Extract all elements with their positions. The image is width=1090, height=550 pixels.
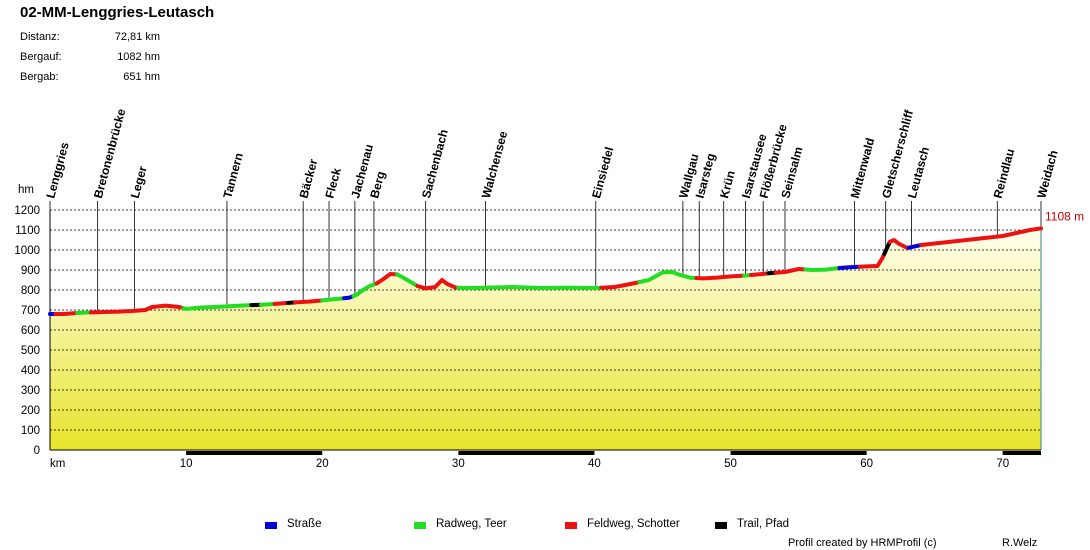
legend-label-trail: Trail, Pfad bbox=[737, 518, 789, 530]
chart-title: 02-MM-Lenggries-Leutasch bbox=[20, 4, 215, 21]
x-tick-label-10: 10 bbox=[180, 458, 193, 470]
route-segment-18 bbox=[599, 280, 642, 290]
route-segment-4 bbox=[150, 303, 186, 311]
route-segment-26 bbox=[837, 264, 862, 270]
legend-label-feldweg: Feldweg, Schotter bbox=[587, 518, 680, 530]
route-segment-31 bbox=[919, 226, 1043, 247]
route-segment-2 bbox=[75, 310, 93, 315]
waypoint-label-9: Walchensee bbox=[479, 129, 510, 200]
route-segment-3 bbox=[88, 305, 155, 315]
y-tick-label-0: 0 bbox=[34, 445, 40, 457]
route-segment-30 bbox=[906, 243, 924, 250]
elevation-area bbox=[50, 228, 1041, 450]
waypoint-label-20: Reindlau bbox=[991, 147, 1018, 200]
route-segment-27 bbox=[857, 252, 887, 269]
waypoint-label-5: Fleck bbox=[322, 166, 344, 200]
x-tick-label-20: 20 bbox=[316, 458, 329, 470]
route-segment-8 bbox=[272, 300, 291, 306]
route-segment-13 bbox=[351, 281, 379, 298]
footer-credit: Profil created by HRMProfil (c) bbox=[788, 537, 937, 549]
legend-label-radweg: Radweg, Teer bbox=[436, 518, 507, 530]
route-segment-24 bbox=[773, 267, 808, 275]
km-scale-segment-10 bbox=[186, 451, 323, 455]
legend-swatch-feldweg bbox=[565, 522, 577, 529]
end-elevation-label: 1108 m bbox=[1045, 209, 1084, 223]
waypoint-label-21: Weidach bbox=[1034, 149, 1060, 200]
waypoint-label-17: Mittenwald bbox=[848, 136, 878, 200]
stat-descent-label: Bergab: bbox=[20, 71, 59, 83]
route-segment-15 bbox=[395, 272, 420, 288]
y-axis-label: hm bbox=[18, 184, 34, 196]
x-tick-label-40: 40 bbox=[588, 458, 601, 470]
y-tick-label-700: 700 bbox=[21, 305, 40, 317]
route-segment-28 bbox=[882, 240, 892, 256]
km-scale-segment-70 bbox=[1002, 451, 1041, 455]
legend-swatch-strasse bbox=[265, 522, 277, 529]
y-tick-label-800: 800 bbox=[21, 285, 40, 297]
stat-ascent-label: Bergauf: bbox=[20, 51, 62, 63]
y-tick-label-900: 900 bbox=[21, 265, 40, 277]
route-segment-1 bbox=[53, 311, 80, 316]
waypoint-label-10: Einsiedel bbox=[589, 145, 616, 200]
route-segment-17 bbox=[456, 285, 604, 290]
y-tick-label-100: 100 bbox=[21, 425, 40, 437]
y-tick-label-300: 300 bbox=[21, 385, 40, 397]
legend-label-strasse: Straße bbox=[287, 518, 322, 530]
route-segment-5 bbox=[181, 303, 254, 311]
y-tick-label-500: 500 bbox=[21, 345, 40, 357]
waypoint-label-19: Leutasch bbox=[905, 145, 932, 200]
route-segment-14 bbox=[374, 272, 400, 286]
km-scale-segment-50 bbox=[730, 451, 867, 455]
stat-ascent-value: 1082 hm bbox=[117, 51, 160, 63]
route-segment-10 bbox=[293, 298, 325, 305]
footer-author: R.Welz bbox=[1002, 537, 1038, 549]
waypoint-label-4: Bäcker bbox=[297, 157, 321, 200]
route-segment-7 bbox=[259, 301, 277, 307]
x-tick-label-50: 50 bbox=[724, 458, 737, 470]
y-tick-label-1000: 1000 bbox=[14, 245, 40, 257]
stat-descent-value: 651 hm bbox=[123, 71, 160, 83]
route-segment-25 bbox=[803, 266, 842, 272]
waypoint-label-3: Tannern bbox=[220, 151, 246, 199]
waypoint-label-1: Bretonenbrücke bbox=[91, 107, 128, 200]
route-segment-20 bbox=[694, 273, 747, 281]
waypoint-label-0: Lenggries bbox=[43, 140, 71, 199]
x-axis-label: km bbox=[50, 458, 65, 470]
waypoint-label-13: Krün bbox=[717, 169, 738, 200]
km-scale-segment-30 bbox=[458, 451, 595, 455]
stat-distance-label: Distanz: bbox=[20, 31, 60, 43]
y-tick-label-400: 400 bbox=[21, 365, 40, 377]
legend-swatch-trail bbox=[715, 522, 727, 529]
x-tick-label-60: 60 bbox=[860, 458, 873, 470]
legend-swatch-radweg bbox=[414, 522, 426, 529]
x-tick-label-70: 70 bbox=[996, 458, 1009, 470]
y-tick-label-200: 200 bbox=[21, 405, 40, 417]
y-tick-label-600: 600 bbox=[21, 325, 40, 337]
route-segment-19 bbox=[637, 270, 699, 285]
stat-distance-value: 72,81 km bbox=[114, 31, 160, 43]
waypoint-label-8: Sachenbach bbox=[419, 128, 451, 200]
route-segment-16 bbox=[415, 278, 461, 291]
route-segment-11 bbox=[320, 296, 346, 303]
waypoint-label-2: Leger bbox=[128, 164, 150, 200]
x-tick-label-30: 30 bbox=[452, 458, 465, 470]
route-segment-22 bbox=[749, 271, 771, 277]
waypoint-label-7: Berg bbox=[367, 170, 388, 200]
y-tick-label-1200: 1200 bbox=[14, 205, 40, 217]
y-tick-label-1100: 1100 bbox=[15, 225, 40, 237]
